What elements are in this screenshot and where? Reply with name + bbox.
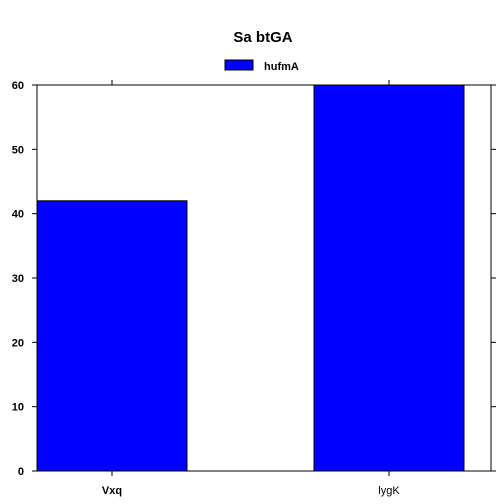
x-tick-label-vxq: Vxq — [102, 485, 122, 497]
y-tick-label: 50 — [12, 144, 24, 156]
legend: hufmA — [224, 59, 299, 73]
y-tick-label: 40 — [12, 209, 24, 221]
bars — [36, 84, 465, 472]
bar-lygk — [313, 84, 465, 472]
bar-vxq — [36, 200, 188, 472]
y-tick-label: 20 — [12, 337, 24, 349]
chart-title: Sa btGA — [233, 29, 292, 46]
y-tick-label: 60 — [12, 80, 24, 92]
y-tick-label: 10 — [12, 402, 24, 414]
axes: 0 10 20 30 40 50 60 Vxq lygK — [12, 80, 496, 497]
legend-label: hufmA — [264, 61, 299, 73]
legend-swatch — [224, 59, 254, 71]
y-tick-label: 30 — [12, 273, 24, 285]
y-tick-label: 0 — [18, 466, 24, 478]
x-tick-label-lygk: lygK — [378, 485, 400, 497]
